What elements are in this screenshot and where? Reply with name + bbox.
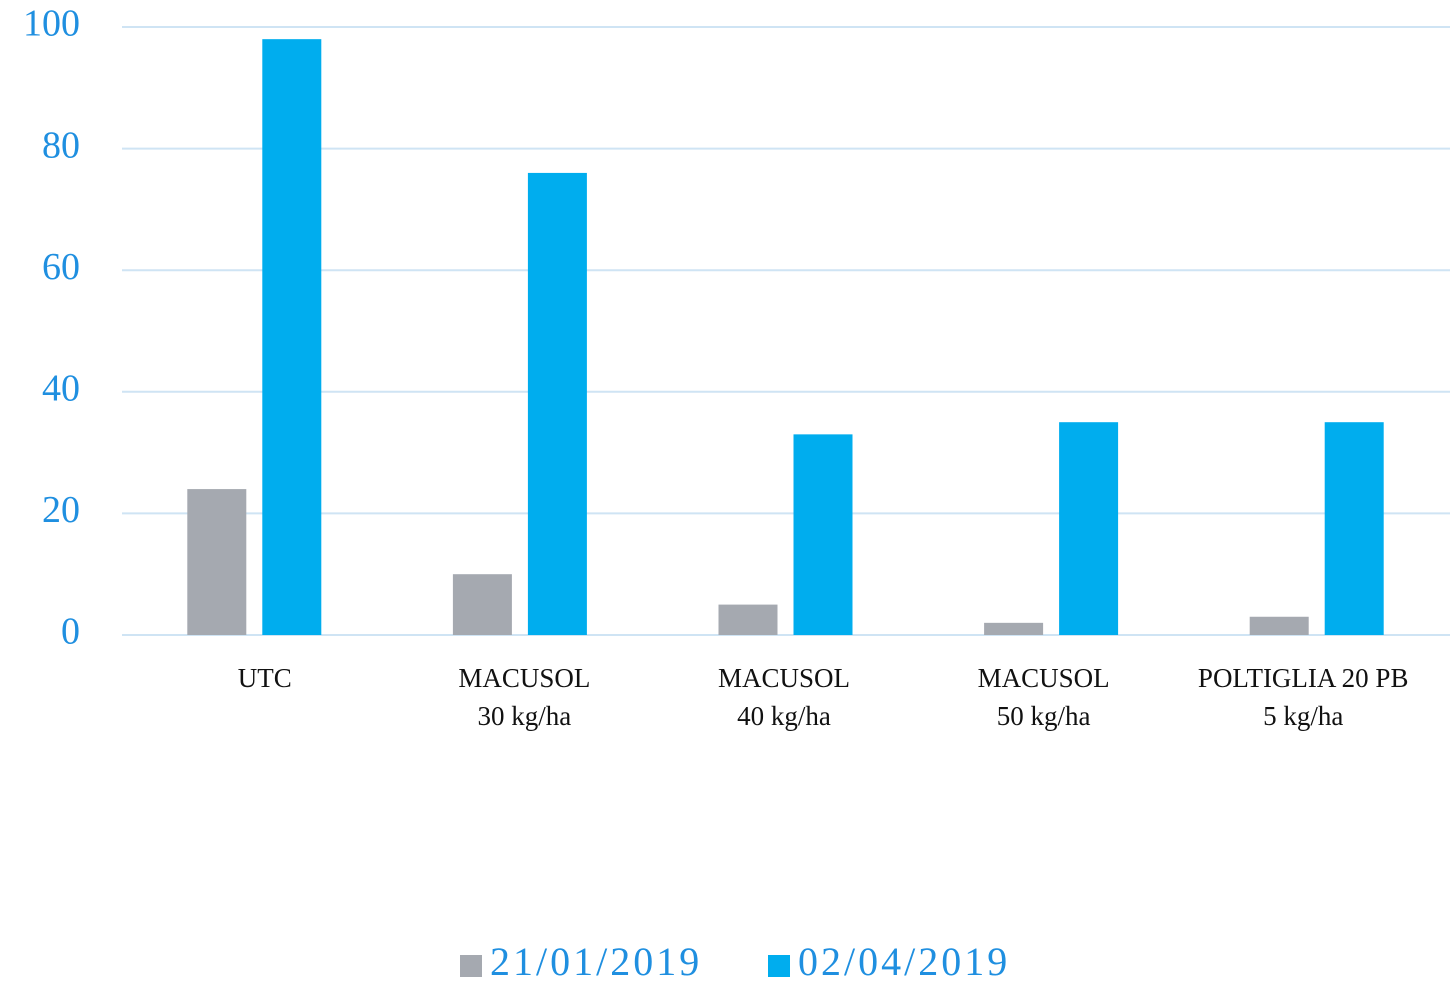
y-tick-label: 100 [23, 3, 80, 45]
bar [718, 604, 778, 635]
bar [187, 489, 247, 635]
x-tick-label: MACUSOL [718, 663, 850, 693]
bar [262, 39, 322, 636]
x-tick-label: 30 kg/ha [478, 701, 572, 731]
y-tick-label: 80 [42, 124, 80, 166]
bar [1324, 422, 1384, 635]
y-tick-label: 20 [42, 489, 80, 531]
bar [793, 434, 853, 635]
legend-swatch [768, 955, 790, 977]
y-tick-label: 60 [42, 246, 80, 288]
bar [452, 574, 512, 635]
legend-label: 21/01/2019 [490, 939, 702, 983]
x-tick-label: 50 kg/ha [997, 701, 1091, 731]
x-tick-label: MACUSOL [458, 663, 590, 693]
bar [1059, 422, 1119, 635]
y-tick-label: 0 [61, 611, 80, 653]
y-tick-label: 40 [42, 368, 80, 410]
bar [1249, 616, 1309, 635]
legend-label: 02/04/2019 [798, 939, 1010, 983]
x-tick-label: 40 kg/ha [737, 701, 831, 731]
legend-swatch [460, 955, 482, 977]
x-tick-label: MACUSOL [978, 663, 1110, 693]
bar [527, 172, 587, 636]
x-tick-label: UTC [238, 663, 292, 693]
x-tick-label: POLTIGLIA 20 PB [1198, 663, 1409, 693]
bar [984, 622, 1044, 635]
x-tick-label: 5 kg/ha [1263, 701, 1343, 731]
